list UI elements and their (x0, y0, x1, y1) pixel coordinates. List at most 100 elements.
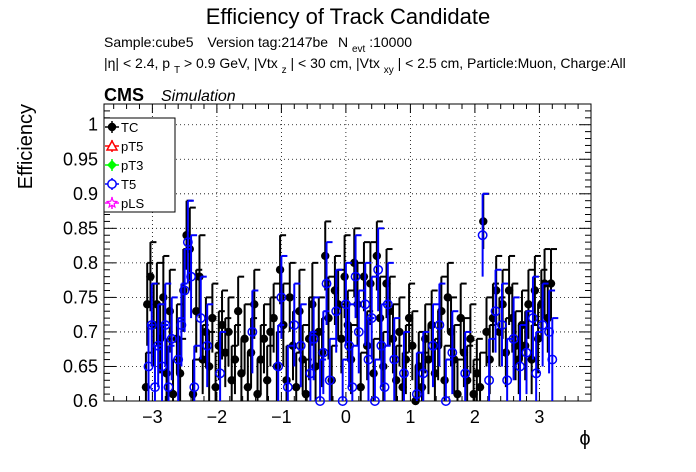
data-point (250, 300, 259, 309)
data-point (262, 376, 272, 385)
selection-cuts-line: |η| < 2.4, p T > 0.9 GeV, |Vtx z | < 30 … (104, 55, 626, 76)
data-point (484, 375, 495, 386)
data-point (418, 368, 429, 379)
data-point (347, 382, 358, 393)
data-point (460, 368, 471, 379)
data-point (160, 320, 171, 330)
data-point (411, 389, 422, 400)
data-point (440, 396, 451, 406)
data-point (337, 396, 348, 406)
grid-lines (104, 104, 591, 402)
x-tick-label: 1 (405, 407, 415, 427)
data-point (443, 293, 453, 302)
data-point (362, 341, 372, 350)
nevt-subscript: evt (352, 44, 366, 55)
data-point (269, 313, 278, 323)
data-point (221, 348, 230, 357)
data-point (163, 382, 174, 393)
data-point (477, 230, 488, 241)
data-point (224, 327, 233, 337)
data-point (379, 382, 390, 393)
data-point (202, 340, 213, 351)
data-point (392, 376, 401, 385)
x-tick-labels: −3 −2 −1 0 1 2 3 (142, 407, 544, 427)
data-point (321, 278, 332, 289)
data-point (166, 333, 177, 344)
data-point (289, 320, 300, 330)
data-point (314, 327, 323, 337)
data-point (382, 299, 393, 310)
simulation-label: Simulation (161, 88, 236, 105)
data-point (424, 355, 433, 364)
data-point (369, 396, 380, 406)
data-point (398, 368, 409, 379)
y-tick-label: 1 (88, 115, 98, 135)
data-point (259, 334, 269, 344)
data-point (275, 265, 285, 274)
data-point (240, 334, 249, 344)
y-tick-label: 0.75 (63, 287, 98, 307)
data-point (437, 307, 446, 316)
data-point (208, 313, 217, 323)
data-point (175, 369, 185, 378)
data-point (447, 347, 458, 358)
data-point (440, 376, 449, 385)
data-point (531, 368, 542, 379)
remaining-cuts: | < 2.5 cm, Particle:Muon, Charge:All (398, 55, 626, 71)
data-point (497, 320, 507, 330)
data-point (217, 320, 227, 330)
data-point (247, 326, 258, 337)
x-tick-label: 2 (470, 407, 480, 427)
data-point (237, 369, 246, 378)
data-point (530, 286, 540, 295)
data-point (230, 355, 240, 364)
data-point (159, 293, 168, 302)
x-tick-label: −1 (271, 407, 292, 427)
data-point (434, 320, 445, 330)
y-tick-label: 0.85 (63, 218, 98, 238)
data-point (340, 272, 349, 281)
x-tick-label: 3 (534, 407, 544, 427)
version-label: Version tag:2147be (207, 34, 328, 50)
data-point (366, 313, 377, 324)
chart-title: Efficiency of Track Candidate (206, 4, 491, 29)
data-point (353, 326, 364, 337)
legend-entry-pt3: pT3 (105, 158, 143, 173)
data-point (233, 307, 243, 316)
pt-cut: > 0.9 GeV, |Vtx (184, 55, 278, 71)
data-point (227, 376, 236, 385)
data-point (366, 279, 375, 288)
data-point (292, 382, 301, 392)
data-point (401, 355, 411, 364)
data-point (372, 251, 382, 261)
data-point (301, 389, 311, 399)
data-point (524, 300, 533, 309)
legend-marker-circle (107, 179, 117, 189)
data-point (546, 279, 556, 288)
data-point (508, 333, 519, 344)
data-point (337, 334, 346, 344)
nevt-label: N (338, 34, 348, 50)
data-point (168, 389, 178, 399)
y-tick-label: 0.95 (63, 149, 98, 169)
data-point (324, 375, 335, 386)
data-point (350, 271, 361, 282)
x-tick-label: 0 (341, 407, 351, 427)
legend-label: pT5 (121, 139, 143, 154)
data-point (472, 369, 482, 378)
data-point (204, 362, 214, 371)
data-point (192, 307, 201, 316)
data-point (379, 362, 388, 371)
y-tick-label: 0.8 (73, 253, 98, 273)
data-point (490, 306, 501, 317)
sample-info-line: Sample:cube5 Version tag:2147be N evt :1… (104, 34, 412, 55)
data-point (360, 299, 371, 310)
legend: TC pT5 pT3 T5 pLS (103, 117, 176, 213)
data-point (482, 327, 491, 337)
series-t5 (143, 192, 559, 406)
data-point (179, 285, 190, 296)
data-point (453, 389, 462, 399)
cms-label: CMS (104, 85, 144, 105)
y-tick-label: 0.6 (73, 391, 98, 411)
vtxxy-subscript: xy (384, 65, 394, 76)
